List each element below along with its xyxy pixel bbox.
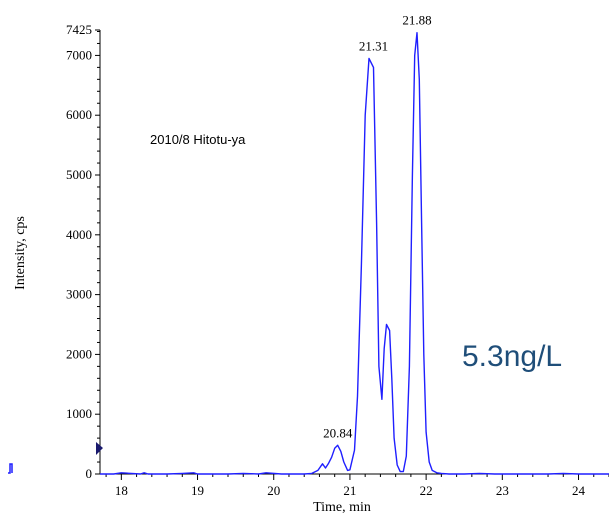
- y-axis-label: Intensity, cps: [13, 216, 28, 290]
- y-tick-label: 1000: [66, 406, 92, 421]
- peak-label: 21.88: [402, 13, 431, 28]
- x-tick-label: 21: [343, 483, 356, 498]
- peak-labels: 20.84 21.31 21.88: [323, 13, 431, 441]
- edge-trace-icon: [8, 463, 13, 474]
- x-tick-label: 24: [572, 483, 586, 498]
- series-layer: [100, 32, 609, 475]
- y-tick-label: 4000: [66, 227, 92, 242]
- y-tick-label: 0: [86, 466, 93, 481]
- y-axis-ticks: 0 1000 2000 3000 4000 5000 6000 7000 7425: [66, 22, 100, 481]
- x-tick-label: 23: [496, 483, 509, 498]
- peak-label: 21.31: [359, 38, 388, 53]
- x-tick-label: 18: [115, 483, 128, 498]
- y-tick-label: 5000: [66, 167, 92, 182]
- y-tick-label: 3000: [66, 287, 92, 302]
- sample-annotation: 2010/8 Hitotu-ya: [150, 132, 246, 147]
- y-tick-label: 7425: [66, 22, 92, 37]
- peak-label: 20.84: [323, 425, 353, 440]
- chromatogram-trace: [100, 32, 609, 475]
- x-tick-label: 22: [420, 483, 433, 498]
- y-tick-label: 7000: [66, 47, 92, 62]
- marker-arrow-icon: [96, 442, 103, 455]
- concentration-label: 5.3ng/L: [462, 340, 562, 373]
- y-tick-label: 2000: [66, 346, 92, 361]
- axes: [99, 30, 609, 475]
- x-tick-label: 20: [267, 483, 280, 498]
- x-axis-label: Time, min: [313, 500, 371, 515]
- x-tick-label: 19: [191, 483, 204, 498]
- x-axis-ticks: 18 19 20 21 22 23 24: [105, 474, 609, 498]
- y-tick-label: 6000: [66, 107, 92, 122]
